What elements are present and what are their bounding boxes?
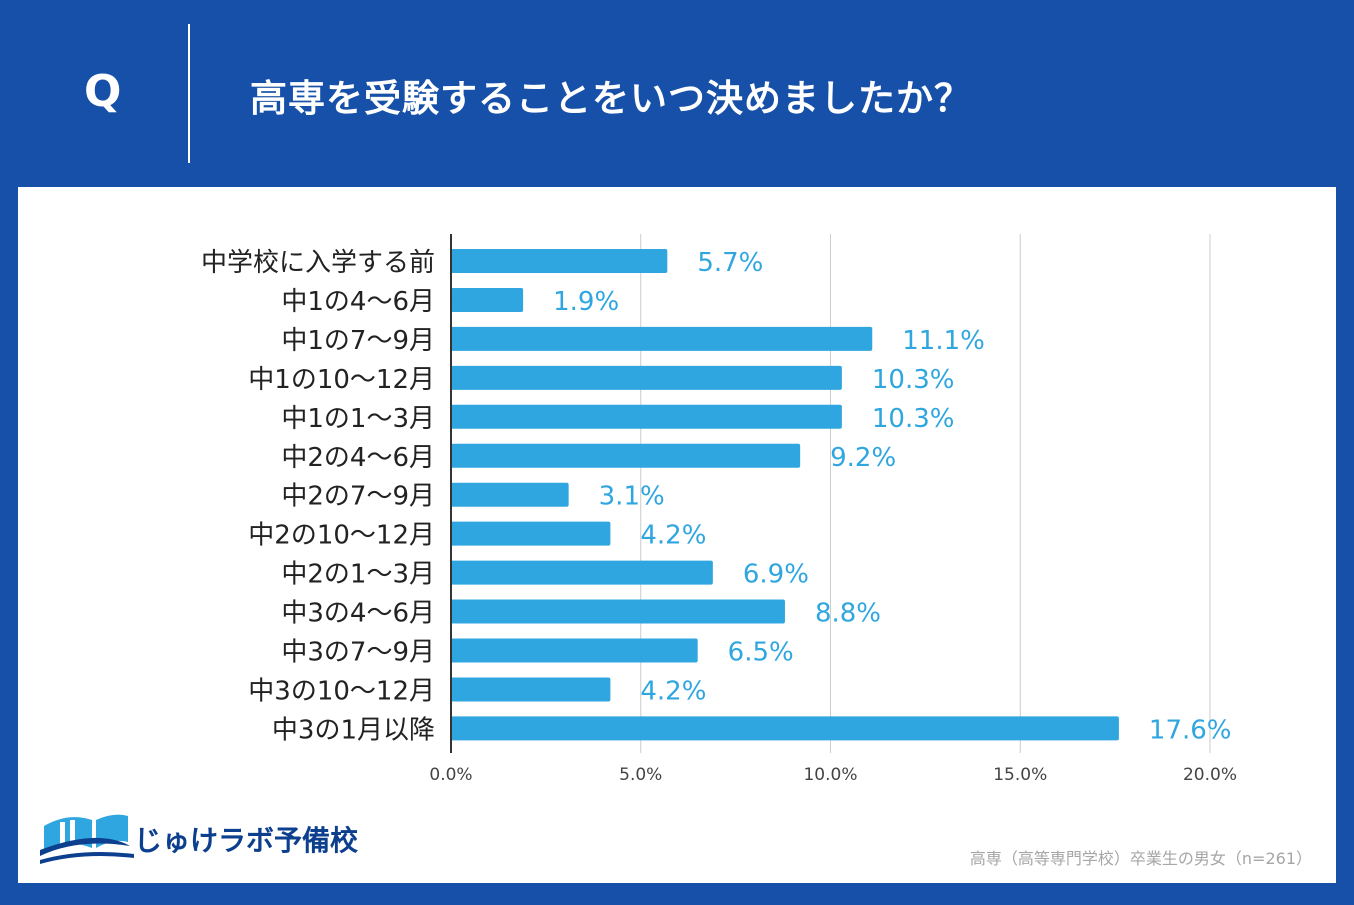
bar <box>451 482 569 507</box>
category-label: 中3の7〜9月 <box>281 638 435 668</box>
logo-text: じゅけラボ予備校 <box>134 824 358 857</box>
value-label: 3.1% <box>599 482 665 512</box>
category-label: 中3の1月以降 <box>272 715 435 745</box>
bar <box>451 365 842 390</box>
header-divider <box>188 24 190 163</box>
bar-chart: 中学校に入学する前 5.7% 中1の4〜6月 1.9% 中1の7〜9月 11.1% 中1の1… <box>201 234 1237 785</box>
bar <box>451 521 611 546</box>
category-label: 中3の4〜6月 <box>281 599 435 629</box>
category-label: 中学校に入学する前 <box>201 248 435 278</box>
value-label: 4.2% <box>640 676 706 706</box>
logo: じゅけラボ予備校 <box>40 814 358 864</box>
bar <box>451 716 1119 741</box>
value-label: 4.2% <box>640 521 706 551</box>
bar <box>451 326 873 351</box>
open-book-icon <box>40 814 134 864</box>
q-mark: Q <box>84 66 122 117</box>
chart-panel: 中学校に入学する前 5.7% 中1の4〜6月 1.9% 中1の7〜9月 11.1% 中1の1… <box>18 187 1336 883</box>
bar <box>451 599 785 624</box>
footnote: 高専（高等専門学校）卒業生の男女（n=261） <box>969 849 1312 868</box>
bar <box>451 287 524 312</box>
category-label: 中1の1〜3月 <box>281 404 435 434</box>
category-label: 中1の4〜6月 <box>281 287 435 317</box>
bar <box>451 404 842 429</box>
bar <box>451 443 801 468</box>
question-title: 高専を受験することをいつ決めましたか？ <box>250 77 972 120</box>
value-label: 10.3% <box>872 404 955 434</box>
bar <box>451 677 611 702</box>
category-label: 中1の7〜9月 <box>281 326 435 356</box>
category-label: 中2の4〜6月 <box>281 443 435 473</box>
category-label: 中2の7〜9月 <box>281 482 435 512</box>
bar <box>451 249 668 273</box>
x-tick-label: 20.0% <box>1183 765 1237 785</box>
value-label: 9.2% <box>830 443 896 473</box>
x-tick-label: 15.0% <box>993 765 1047 785</box>
value-label: 8.8% <box>815 599 881 629</box>
category-label: 中1の10〜12月 <box>248 365 435 395</box>
category-label: 中3の10〜12月 <box>248 676 435 706</box>
value-label: 1.9% <box>553 287 619 317</box>
x-tick-label: 0.0% <box>429 765 472 785</box>
value-label: 5.7% <box>697 248 763 278</box>
value-label: 11.1% <box>902 326 985 356</box>
category-label: 中2の10〜12月 <box>248 521 435 551</box>
value-label: 17.6% <box>1149 715 1232 745</box>
bar <box>451 560 713 585</box>
value-label: 10.3% <box>872 365 955 395</box>
bar <box>451 638 698 663</box>
category-label: 中2の1〜3月 <box>281 560 435 590</box>
x-tick-label: 5.0% <box>619 765 662 785</box>
x-tick-label: 10.0% <box>803 765 857 785</box>
value-label: 6.9% <box>743 560 809 590</box>
header: Q 高専を受験することをいつ決めましたか？ <box>0 0 1354 187</box>
value-label: 6.5% <box>728 638 794 668</box>
